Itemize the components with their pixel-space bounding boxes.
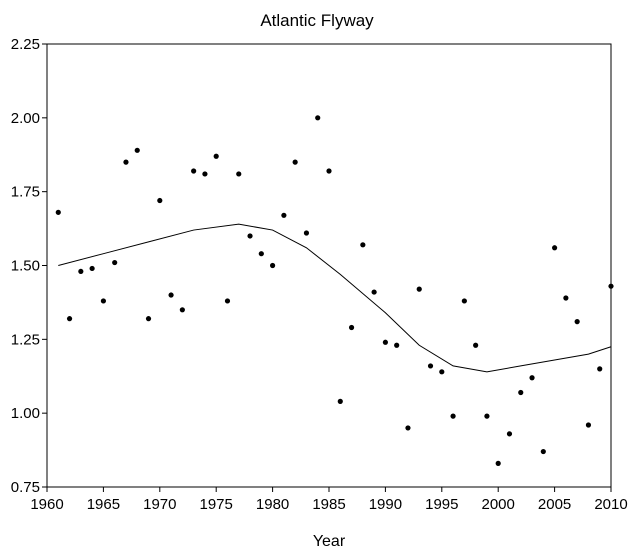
x-tick-label: 1975 (200, 496, 233, 513)
y-axis: 0.75 1.00 1.25 1.50 1.75 2.00 2.25 (11, 36, 47, 496)
data-point (202, 171, 207, 176)
data-point (394, 343, 399, 348)
x-tick-label: 1980 (256, 496, 289, 513)
data-point (247, 233, 252, 238)
data-point (439, 369, 444, 374)
data-point (90, 266, 95, 271)
data-point (484, 414, 489, 419)
data-point (541, 449, 546, 454)
y-tick-label: 1.25 (11, 331, 40, 348)
data-point (428, 363, 433, 368)
data-point (259, 251, 264, 256)
y-tick-label: 2.25 (11, 36, 40, 53)
data-point (372, 289, 377, 294)
data-point (168, 292, 173, 297)
data-point (518, 390, 523, 395)
data-point (349, 325, 354, 330)
data-point (270, 263, 275, 268)
data-point (417, 287, 422, 292)
y-tick-label: 1.75 (11, 184, 40, 201)
data-point (450, 414, 455, 419)
data-point (383, 340, 388, 345)
data-point (608, 284, 613, 289)
x-tick-label: 2010 (594, 496, 627, 513)
data-point (338, 399, 343, 404)
x-tick-label: 1965 (87, 496, 120, 513)
data-point (225, 298, 230, 303)
data-point (191, 168, 196, 173)
trend-line (58, 224, 611, 372)
data-point (56, 210, 61, 215)
data-point (563, 295, 568, 300)
data-point (78, 269, 83, 274)
data-point (304, 230, 309, 235)
data-point (214, 154, 219, 159)
data-points (56, 115, 614, 466)
y-tick-label: 2.00 (11, 110, 40, 127)
data-point (101, 298, 106, 303)
x-tick-label: 1985 (312, 496, 345, 513)
y-tick-label: 1.50 (11, 258, 40, 275)
x-tick-label: 2000 (482, 496, 515, 513)
data-point (180, 307, 185, 312)
x-tick-label: 2005 (538, 496, 571, 513)
data-point (236, 171, 241, 176)
data-point (405, 425, 410, 430)
data-point (146, 316, 151, 321)
x-tick-label: 1960 (30, 496, 63, 513)
data-point (326, 168, 331, 173)
data-point (473, 343, 478, 348)
data-point (112, 260, 117, 265)
data-point (586, 422, 591, 427)
y-tick-label: 1.00 (11, 405, 40, 422)
x-tick-label: 1970 (143, 496, 176, 513)
x-tick-label: 1990 (369, 496, 402, 513)
data-point (157, 198, 162, 203)
data-point (360, 242, 365, 247)
data-point (496, 461, 501, 466)
chart-title: Atlantic Flyway (260, 11, 374, 30)
data-point (135, 148, 140, 153)
data-point (462, 298, 467, 303)
data-point (552, 245, 557, 250)
data-point (575, 319, 580, 324)
data-point (281, 213, 286, 218)
y-tick-label: 0.75 (11, 479, 40, 496)
data-point (123, 160, 128, 165)
data-point (293, 160, 298, 165)
x-tick-label: 1995 (425, 496, 458, 513)
x-axis: 1960 1965 1970 1975 1980 1985 1990 1995 2000 2005… (30, 487, 627, 513)
data-point (315, 115, 320, 120)
x-axis-label: Year (313, 533, 346, 550)
data-point (529, 375, 534, 380)
data-point (597, 366, 602, 371)
data-point (507, 431, 512, 436)
data-point (67, 316, 72, 321)
